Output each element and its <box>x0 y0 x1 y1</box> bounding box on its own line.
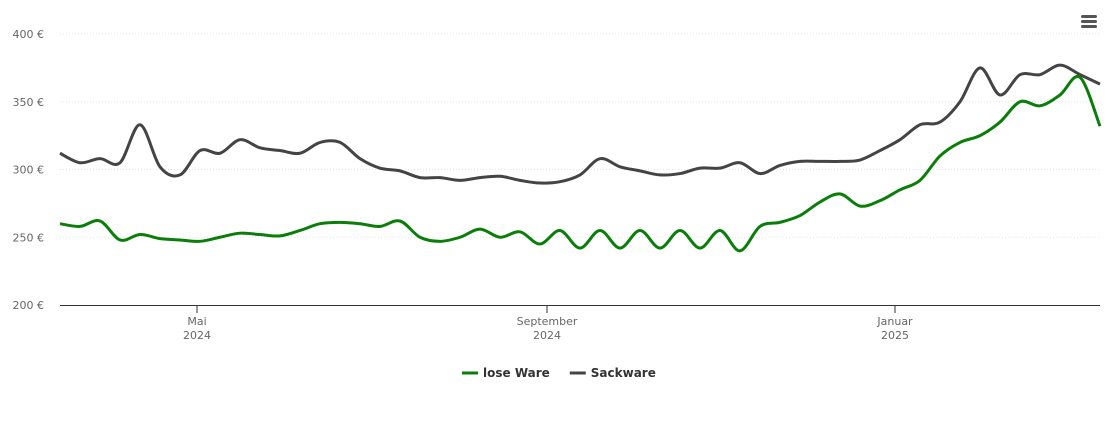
legend-item[interactable]: Sackware <box>569 366 656 380</box>
menu-button[interactable] <box>1081 15 1097 28</box>
series-line <box>59 74 1102 253</box>
legend-item[interactable]: lose Ware <box>462 366 550 380</box>
y-tick-label: 200 € <box>13 299 45 312</box>
menu-bar <box>1081 15 1097 18</box>
y-tick-label: 400 € <box>13 28 45 41</box>
x-tick-label: Mai 2024 <box>183 315 211 342</box>
y-tick-label: 300 € <box>13 164 45 177</box>
legend-label: lose Ware <box>483 366 550 380</box>
series-line <box>59 63 1101 185</box>
x-tick-label: September 2024 <box>517 315 578 342</box>
y-tick-label: 350 € <box>13 96 45 109</box>
menu-bar <box>1081 25 1097 28</box>
legend-label: Sackware <box>591 366 656 380</box>
y-tick-label: 250 € <box>13 231 45 244</box>
menu-bar <box>1081 20 1097 23</box>
x-tick-label: Januar 2025 <box>876 315 913 342</box>
